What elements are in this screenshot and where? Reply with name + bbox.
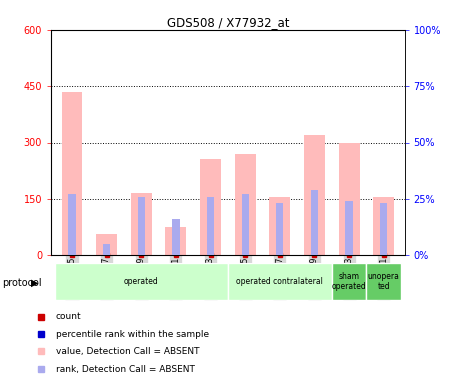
Text: unopera
ted: unopera ted bbox=[368, 272, 400, 291]
Bar bbox=[131, 193, 152, 255]
Bar bbox=[311, 190, 318, 255]
Text: sham
operated: sham operated bbox=[332, 272, 366, 291]
Bar bbox=[373, 197, 394, 255]
Bar bbox=[200, 159, 221, 255]
Text: value, Detection Call = ABSENT: value, Detection Call = ABSENT bbox=[56, 347, 199, 356]
Bar bbox=[68, 194, 76, 255]
Bar bbox=[304, 135, 325, 255]
Bar bbox=[103, 244, 110, 255]
Text: protocol: protocol bbox=[2, 278, 42, 288]
Text: percentile rank within the sample: percentile rank within the sample bbox=[56, 330, 209, 339]
Bar bbox=[241, 194, 249, 255]
Bar bbox=[61, 92, 82, 255]
Bar bbox=[54, 262, 228, 300]
Bar bbox=[345, 201, 353, 255]
Bar bbox=[332, 262, 366, 300]
Text: rank, Detection Call = ABSENT: rank, Detection Call = ABSENT bbox=[56, 365, 194, 374]
Text: operated: operated bbox=[124, 277, 159, 286]
Bar bbox=[269, 197, 290, 255]
Bar bbox=[235, 154, 256, 255]
Bar bbox=[172, 219, 179, 255]
Bar bbox=[380, 203, 387, 255]
Bar bbox=[276, 203, 284, 255]
Text: ▶: ▶ bbox=[31, 278, 39, 288]
Title: GDS508 / X77932_at: GDS508 / X77932_at bbox=[166, 16, 289, 29]
Bar bbox=[166, 227, 186, 255]
Text: count: count bbox=[56, 312, 81, 321]
Bar bbox=[207, 196, 214, 255]
Bar bbox=[339, 142, 359, 255]
Bar bbox=[138, 196, 145, 255]
Bar bbox=[228, 262, 332, 300]
Bar bbox=[96, 234, 117, 255]
Text: operated contralateral: operated contralateral bbox=[236, 277, 323, 286]
Bar bbox=[366, 262, 401, 300]
